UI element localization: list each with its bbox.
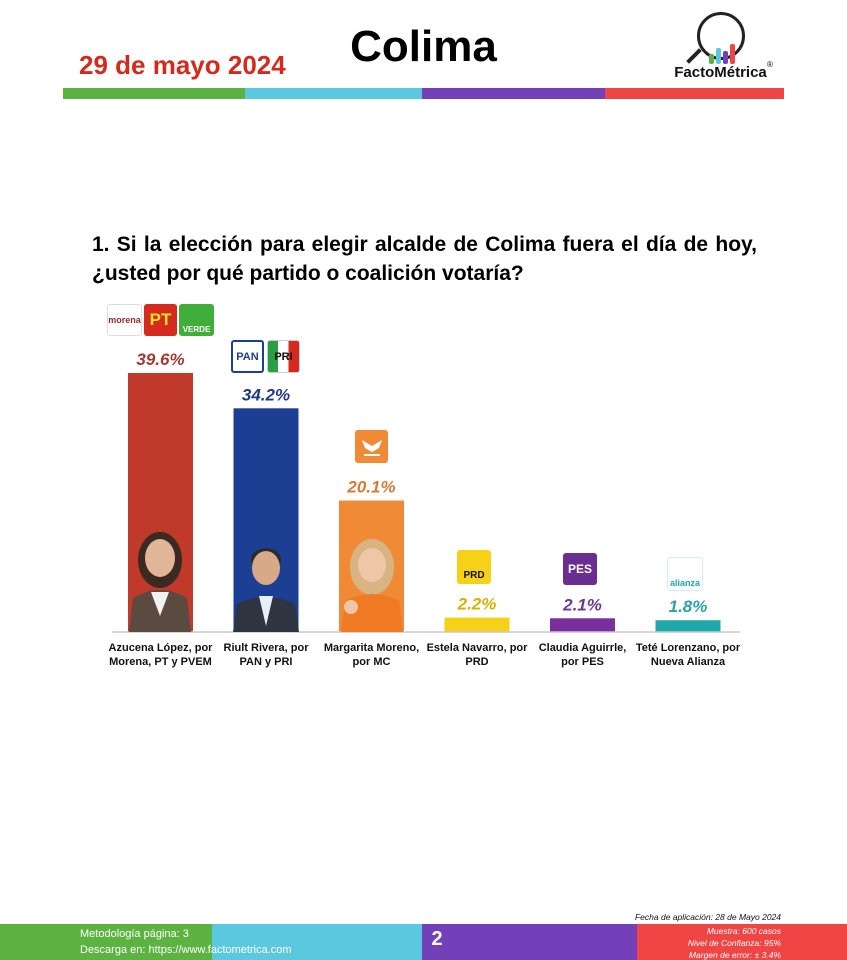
bar-4 bbox=[550, 618, 615, 632]
pri-logo: PRI bbox=[267, 340, 300, 373]
data-label-2: 20.1% bbox=[346, 478, 395, 497]
pes-logo: PES bbox=[563, 553, 597, 585]
category-label-1: Riult Rivera, por PAN y PRI bbox=[211, 641, 321, 669]
candidate-photo-margarita bbox=[341, 539, 403, 632]
nivel-confianza: Nivel de Confianza: 95% bbox=[687, 938, 781, 948]
margen-error: Margen de error: ± 3.4% bbox=[688, 950, 781, 960]
data-label-3: 2.2% bbox=[457, 595, 497, 614]
footer bbox=[0, 924, 847, 960]
mc-logo bbox=[355, 430, 388, 463]
category-label-line: Riult Rivera, por bbox=[223, 642, 309, 654]
category-label-line: por PES bbox=[561, 656, 604, 668]
category-label-line: PAN y PRI bbox=[239, 656, 293, 668]
morena-logo: morena bbox=[107, 304, 142, 336]
stripe-cyan bbox=[245, 88, 422, 99]
category-label-line: Estela Navarro, por bbox=[426, 642, 528, 654]
category-label-5: Teté Lorenzano, por Nueva Alianza bbox=[633, 641, 743, 669]
stripe-purple bbox=[422, 88, 605, 99]
pan-logo: PAN bbox=[231, 340, 264, 373]
magnifier-icon bbox=[697, 12, 745, 60]
bar-1 bbox=[233, 408, 299, 632]
footer-red bbox=[637, 924, 847, 960]
data-label-4: 2.1% bbox=[562, 595, 602, 614]
data-label-1: 34.2% bbox=[242, 385, 290, 404]
prd-logo: PRD bbox=[457, 550, 491, 584]
mc-eagle-icon bbox=[361, 439, 382, 456]
report-date: 29 de mayo 2024 bbox=[79, 50, 286, 80]
category-label-line: Teté Lorenzano, por bbox=[635, 642, 741, 654]
category-label-line: PRD bbox=[465, 656, 489, 668]
footer-cyan bbox=[212, 924, 422, 960]
pt-logo: PT bbox=[144, 304, 177, 336]
category-label-line: Morena, PT y PVEM bbox=[109, 656, 212, 668]
registered-mark: ® bbox=[767, 60, 773, 69]
candidate-photo-azucena bbox=[129, 532, 191, 632]
category-label-3: Estela Navarro, por PRD bbox=[422, 641, 532, 669]
bar-5 bbox=[655, 620, 721, 632]
footer-green bbox=[0, 924, 212, 960]
bar-3 bbox=[444, 617, 510, 632]
stripe-red bbox=[605, 88, 784, 99]
category-label-line: Azucena López, por bbox=[108, 642, 213, 654]
page-number: 2 bbox=[431, 928, 443, 950]
brand-logo: FactoMétrica ® bbox=[663, 10, 778, 82]
muestra: Muestra: 600 casos bbox=[706, 926, 781, 936]
brand-name: FactoMétrica bbox=[674, 64, 767, 81]
category-label-line: Claudia Aguirrle, bbox=[538, 642, 627, 654]
data-label-5: 1.8% bbox=[669, 597, 708, 616]
category-label-line: Nueva Alianza bbox=[650, 656, 726, 668]
category-label-2: Margarita Moreno, por MC bbox=[317, 641, 427, 669]
methodology-note: Metodología página: 3 bbox=[80, 928, 189, 940]
bar-0 bbox=[128, 373, 193, 632]
page-title: Colima bbox=[350, 22, 497, 71]
fecha-aplicacion: Fecha de aplicación: 28 de Mayo 2024 bbox=[634, 912, 781, 922]
verde-logo: VERDE bbox=[179, 304, 214, 336]
candidate-photo-riult bbox=[233, 548, 299, 632]
category-label-4: Claudia Aguirrle, por PES bbox=[528, 641, 638, 669]
download-link[interactable]: Descarga en: https://www.factometrica.co… bbox=[80, 944, 292, 956]
footer-purple bbox=[422, 924, 637, 960]
data-label-0: 39.6% bbox=[136, 350, 184, 369]
category-label-0: Azucena López, por Morena, PT y PVEM bbox=[106, 641, 216, 669]
question-text: 1. Si la elección para elegir alcalde de… bbox=[92, 233, 757, 285]
nueva-alianza-logo: alianza bbox=[667, 557, 703, 591]
category-label-line: Margarita Moreno, bbox=[323, 642, 420, 654]
category-label-line: por MC bbox=[352, 656, 391, 668]
stripe-green bbox=[63, 88, 245, 99]
